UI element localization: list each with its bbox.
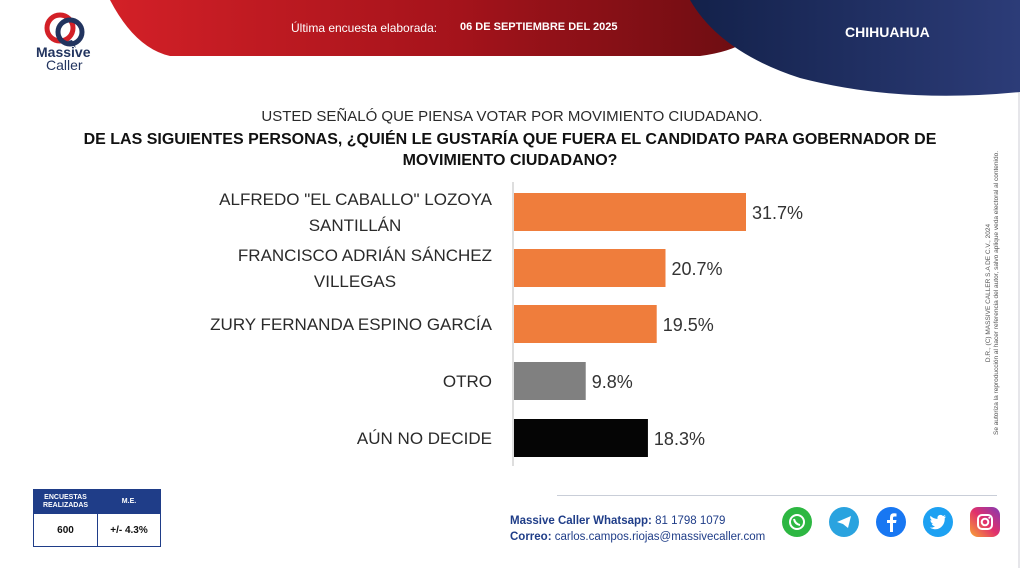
copyright-line2: Se autoriza la reproducción al hacer ref…	[993, 151, 1000, 436]
data-label-0: 31.7%	[752, 203, 803, 223]
bar-0	[514, 193, 746, 231]
sample-size-header: ENCUESTAS REALIZADAS	[34, 490, 97, 514]
email-address[interactable]: carlos.campos.riojas@massivecaller.com	[554, 531, 766, 543]
category-label-0-0: ALFREDO "EL CABALLO" LOZOYA	[219, 190, 492, 209]
category-label-0-1: SANTILLÁN	[309, 216, 402, 235]
survey-date-value: 06 DE SEPTIEMBRE DEL 2025	[460, 21, 618, 33]
footer-divider	[557, 495, 997, 496]
email-label: Correo:	[510, 531, 552, 543]
data-label-2: 19.5%	[663, 315, 714, 335]
question-main-line2: MOVIMIENTO CIUDADANO?	[402, 152, 618, 169]
copyright-line1: D.R., (C) MASSIVE CALLER S.A DE C.V., 20…	[985, 223, 992, 363]
margin-error-header: M.E.	[98, 490, 160, 514]
category-label-4-0: AÚN NO DECIDE	[357, 429, 492, 448]
massive-caller-logo-icon	[44, 12, 85, 48]
bar-2	[514, 305, 657, 343]
instagram-icon[interactable]	[970, 507, 1000, 537]
page-frame	[4, 0, 1020, 568]
question-intro: USTED SEÑALÓ QUE PIENSA VOTAR POR MOVIMI…	[261, 108, 763, 125]
data-label-3: 9.8%	[592, 372, 633, 392]
bar-1	[514, 249, 666, 287]
bar-3	[514, 362, 586, 400]
logo-wordmark-bottom: Caller	[46, 57, 83, 73]
bar-4	[514, 419, 648, 457]
social-icons	[782, 507, 1000, 537]
header-navy-band	[690, 0, 1020, 96]
copyright-note: D.R., (C) MASSIVE CALLER S.A DE C.V., 20…	[985, 118, 1001, 468]
data-label-1: 20.7%	[671, 259, 722, 279]
category-label-3-0: OTRO	[443, 372, 492, 391]
email-contact: Correo: carlos.campos.riojas@massivecall…	[510, 531, 765, 543]
state-label: CHIHUAHUA	[845, 24, 930, 40]
telegram-icon[interactable]	[829, 507, 859, 537]
data-label-4: 18.3%	[654, 429, 705, 449]
whatsapp-icon[interactable]	[782, 507, 812, 537]
facebook-icon[interactable]	[876, 507, 906, 537]
header-red-band	[110, 0, 745, 56]
survey-stats-table: ENCUESTAS REALIZADAS M.E. 600 +/- 4.3%	[33, 489, 161, 547]
whatsapp-label: Massive Caller Whatsapp:	[510, 515, 652, 527]
whatsapp-contact: Massive Caller Whatsapp: 81 1798 1079	[510, 515, 725, 527]
whatsapp-number[interactable]: 81 1798 1079	[655, 515, 726, 527]
question-main: DE LAS SIGUIENTES PERSONAS, ¿QUIÉN LE GU…	[80, 129, 940, 171]
category-label-2-0: ZURY FERNANDA ESPINO GARCÍA	[210, 315, 492, 334]
survey-date-label: Última encuesta elaborada:	[291, 21, 438, 35]
sample-size-value: 600	[57, 524, 74, 536]
twitter-icon[interactable]	[923, 507, 953, 537]
margin-error-value: +/- 4.3%	[110, 524, 148, 536]
table-divider	[97, 490, 98, 546]
question-main-line1: DE LAS SIGUIENTES PERSONAS, ¿QUIÉN LE GU…	[83, 131, 937, 148]
header-banner	[110, 0, 1020, 96]
category-label-1-0: FRANCISCO ADRIÁN SÁNCHEZ	[238, 246, 492, 265]
category-label-1-1: VILLEGAS	[314, 272, 396, 291]
logo-wordmark-top: Massive	[36, 44, 91, 60]
